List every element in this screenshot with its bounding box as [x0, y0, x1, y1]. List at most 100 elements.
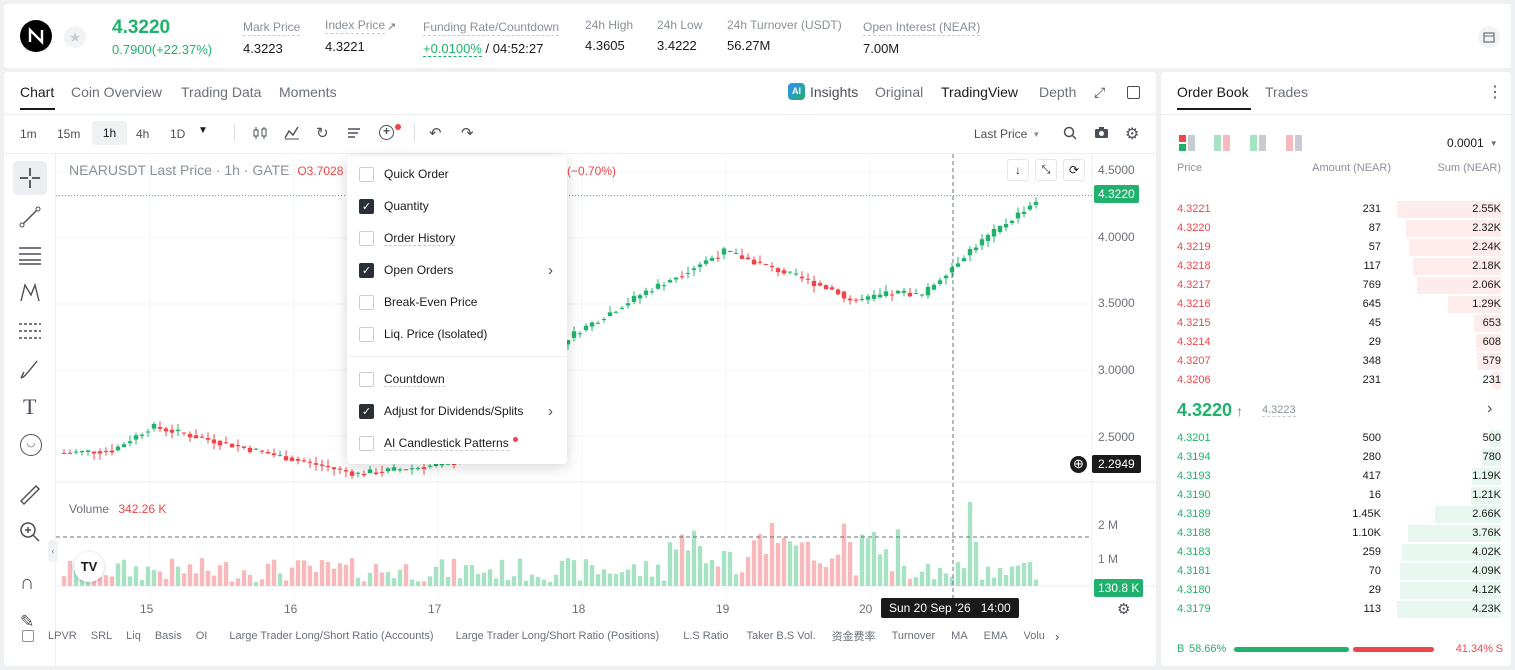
menu-break-even[interactable]: Break-Even Price — [347, 286, 567, 318]
indicator-item[interactable]: LPVR — [48, 630, 77, 642]
bid-row[interactable]: 4.3188 1.10K 3.76K — [1161, 524, 1511, 543]
indicator-item[interactable]: 资金费率 — [831, 631, 876, 643]
prediction-tool-icon[interactable] — [18, 319, 42, 343]
chevron-right-icon[interactable]: › — [1054, 628, 1060, 644]
crosshair-add-icon[interactable]: ⊕ — [1070, 456, 1087, 473]
menu-ai-candlestick[interactable]: AI Candlestick Patterns — [347, 427, 567, 459]
zoom-tool-icon[interactable] — [19, 521, 41, 543]
ask-row[interactable]: 4.3217 769 2.06K — [1161, 276, 1511, 295]
checkbox-checked[interactable]: ✓ — [359, 262, 374, 278]
checkbox[interactable] — [359, 326, 374, 342]
view-depth[interactable]: Depth — [1039, 84, 1077, 100]
checkbox[interactable] — [359, 230, 374, 246]
more-icon[interactable]: ⋮ — [1487, 84, 1503, 101]
near-logo-icon[interactable] — [20, 20, 52, 52]
pencil-tool-icon[interactable]: ✎ — [20, 612, 35, 631]
chevron-right-icon[interactable]: › — [1487, 400, 1493, 417]
indicator-toggle-icon[interactable] — [22, 630, 34, 642]
window-icon[interactable] — [1127, 86, 1140, 99]
checkbox[interactable] — [359, 371, 374, 387]
ask-row[interactable]: 4.3214 29 608 — [1161, 333, 1511, 352]
checkbox-checked[interactable]: ✓ — [359, 198, 374, 214]
ask-row[interactable]: 4.3216 645 1.29K — [1161, 295, 1511, 314]
tab-moments[interactable]: Moments — [279, 84, 337, 100]
menu-quick-order[interactable]: Quick Order — [347, 158, 567, 190]
gear-icon[interactable]: ⚙ — [1125, 126, 1140, 143]
lines-icon[interactable] — [347, 127, 361, 139]
indicator-item[interactable]: L.S Ratio — [683, 630, 729, 642]
bid-row[interactable]: 4.3201 500 500 — [1161, 429, 1511, 448]
tab-coin-overview[interactable]: Coin Overview — [71, 84, 163, 100]
chart-settings-icon[interactable]: ⚙ — [1117, 601, 1131, 618]
stat-funding[interactable]: Funding Rate/Countdown +0.0100% / 04:52:… — [423, 20, 560, 57]
mid-price[interactable]: 4.3220 ↑ — [1177, 400, 1244, 420]
checkbox[interactable] — [359, 435, 374, 451]
tab-order-book[interactable]: Order Book — [1177, 84, 1249, 100]
indicator-item[interactable]: OI — [195, 630, 208, 642]
tab-chart[interactable]: Chart — [20, 84, 55, 100]
search-icon[interactable] — [1063, 126, 1077, 140]
menu-quantity[interactable]: ✓ Quantity — [347, 190, 567, 222]
bid-row[interactable]: 4.3179 113 4.23K — [1161, 600, 1511, 619]
bid-row[interactable]: 4.3183 259 4.02K — [1161, 543, 1511, 562]
indicators-icon[interactable] — [284, 126, 300, 140]
menu-order-history[interactable]: Order History — [347, 222, 567, 254]
add-overlay-icon[interactable]: + — [379, 125, 394, 140]
interval-15m[interactable]: 15m — [57, 127, 81, 141]
expand-icon[interactable]: ⤢ — [1094, 84, 1106, 100]
camera-icon[interactable] — [1094, 126, 1109, 139]
calendar-icon[interactable] — [1478, 26, 1500, 48]
candles-icon[interactable] — [252, 126, 268, 140]
indicator-item[interactable]: Basis — [154, 630, 182, 642]
tradingview-logo-icon[interactable]: TV — [74, 552, 104, 582]
stat-mark-price[interactable]: Mark Price 4.3223 — [243, 20, 301, 56]
checkbox[interactable] — [359, 294, 374, 310]
menu-countdown[interactable]: Countdown — [347, 363, 567, 395]
ruler-tool-icon[interactable] — [18, 483, 42, 507]
tab-trades[interactable]: Trades — [1265, 84, 1309, 100]
redo-icon[interactable]: ↷ — [461, 125, 474, 142]
price-source-select[interactable]: Last Price ▼ — [974, 127, 1041, 141]
interval-1m[interactable]: 1m — [20, 127, 37, 141]
reset-view-icon[interactable]: ⟳ — [1063, 159, 1085, 181]
layout-bids-icon[interactable] — [1250, 135, 1266, 151]
collapse-toolbar-icon[interactable]: ‹ — [48, 540, 58, 562]
bid-row[interactable]: 4.3194 280 780 — [1161, 448, 1511, 467]
view-tradingview[interactable]: TradingView — [941, 84, 1019, 100]
refresh-icon[interactable]: ↻ — [316, 125, 329, 142]
interval-1h[interactable]: 1h — [92, 121, 127, 145]
menu-open-orders[interactable]: ✓ Open Orders › — [347, 254, 567, 286]
pattern-tool-icon[interactable] — [18, 281, 42, 305]
scroll-down-icon[interactable]: ↓ — [1007, 159, 1029, 181]
crosshair-tool-icon[interactable] — [13, 161, 47, 195]
stat-open-interest[interactable]: Open Interest (NEAR) 7.00M — [863, 20, 981, 56]
ask-row[interactable]: 4.3207 348 579 — [1161, 352, 1511, 371]
checkbox[interactable] — [359, 166, 374, 182]
text-tool-icon[interactable]: T — [23, 394, 37, 419]
indicator-item[interactable]: EMA — [983, 630, 1008, 642]
layout-both-icon[interactable] — [1179, 135, 1195, 151]
indicator-item[interactable]: Turnover — [891, 630, 936, 642]
indicator-item[interactable]: MA — [951, 630, 968, 642]
ask-row[interactable]: 4.3220 87 2.32K — [1161, 219, 1511, 238]
indicator-item[interactable]: Large Trader Long/Short Ratio (Accounts) — [229, 630, 434, 642]
indicator-item[interactable]: Liq — [126, 630, 141, 642]
fib-tool-icon[interactable] — [18, 243, 42, 267]
indicator-item[interactable]: Volu — [1023, 630, 1045, 642]
interval-dropdown-icon[interactable]: ▼ — [198, 125, 208, 136]
view-insights[interactable]: Insights — [810, 84, 859, 100]
tab-trading-data[interactable]: Trading Data — [181, 84, 262, 100]
bid-row[interactable]: 4.3180 29 4.12K — [1161, 581, 1511, 600]
emoji-tool-icon[interactable]: ◡ — [20, 434, 42, 456]
layout-split-icon[interactable] — [1214, 135, 1230, 151]
menu-liq-price[interactable]: Liq. Price (Isolated) — [347, 318, 567, 350]
ask-row[interactable]: 4.3206 231 231 — [1161, 371, 1511, 390]
indicator-item[interactable]: Large Trader Long/Short Ratio (Positions… — [455, 630, 660, 642]
collapse-icon[interactable]: ⤡ — [1035, 159, 1057, 181]
interval-4h[interactable]: 4h — [136, 127, 150, 141]
chevron-right-icon[interactable]: › — [548, 261, 553, 279]
chevron-right-icon[interactable]: › — [548, 402, 553, 420]
ask-row[interactable]: 4.3215 45 653 — [1161, 314, 1511, 333]
view-original[interactable]: Original — [875, 84, 924, 100]
checkbox-checked[interactable]: ✓ — [359, 403, 374, 419]
